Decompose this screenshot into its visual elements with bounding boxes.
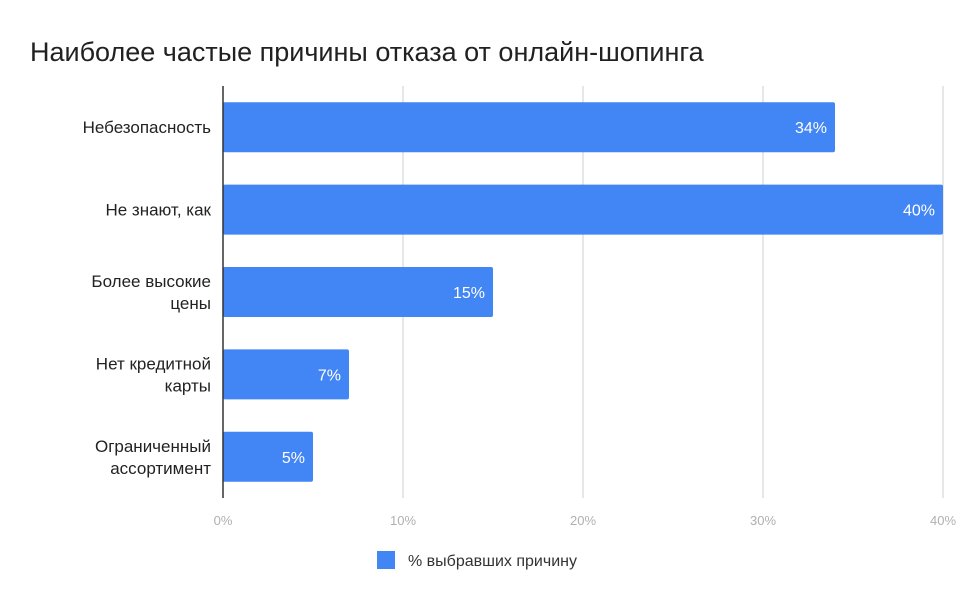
category-label: Более высокие (91, 272, 211, 291)
bar (223, 267, 493, 317)
bar (223, 102, 835, 153)
x-axis-ticks: 0% 10% 20% 30% 40% (214, 513, 957, 528)
bar (223, 349, 349, 400)
data-label: 5% (282, 450, 305, 467)
data-label: 40% (903, 203, 935, 220)
x-tick-label: 20% (570, 513, 596, 528)
x-tick-label: 30% (750, 513, 776, 528)
legend-swatch (377, 551, 395, 569)
category-label: ассортимент (110, 459, 211, 478)
category-label: цены (170, 294, 211, 313)
category-label: Не знают, как (105, 201, 211, 220)
category-labels: Небезопасность Не знают, как Более высокие… (83, 118, 212, 478)
bars: 34% 40% 15% 7% 5% (223, 102, 943, 482)
data-label: 34% (795, 120, 827, 137)
legend: % выбравших причину (377, 551, 577, 570)
chart-title: Наиболее частые причины отказа от онлайн… (30, 37, 705, 67)
x-tick-label: 0% (214, 513, 233, 528)
category-label: Ограниченный (95, 437, 211, 456)
legend-label: % выбравших причину (408, 553, 577, 570)
data-label: 7% (318, 367, 341, 384)
category-label: Нет кредитной (96, 354, 211, 373)
x-tick-label: 10% (390, 513, 416, 528)
category-label: карты (165, 376, 211, 395)
bar (223, 184, 943, 235)
bar (223, 431, 313, 482)
category-label: Небезопасность (83, 118, 212, 137)
x-tick-label: 40% (930, 513, 956, 528)
data-label: 15% (453, 285, 485, 302)
